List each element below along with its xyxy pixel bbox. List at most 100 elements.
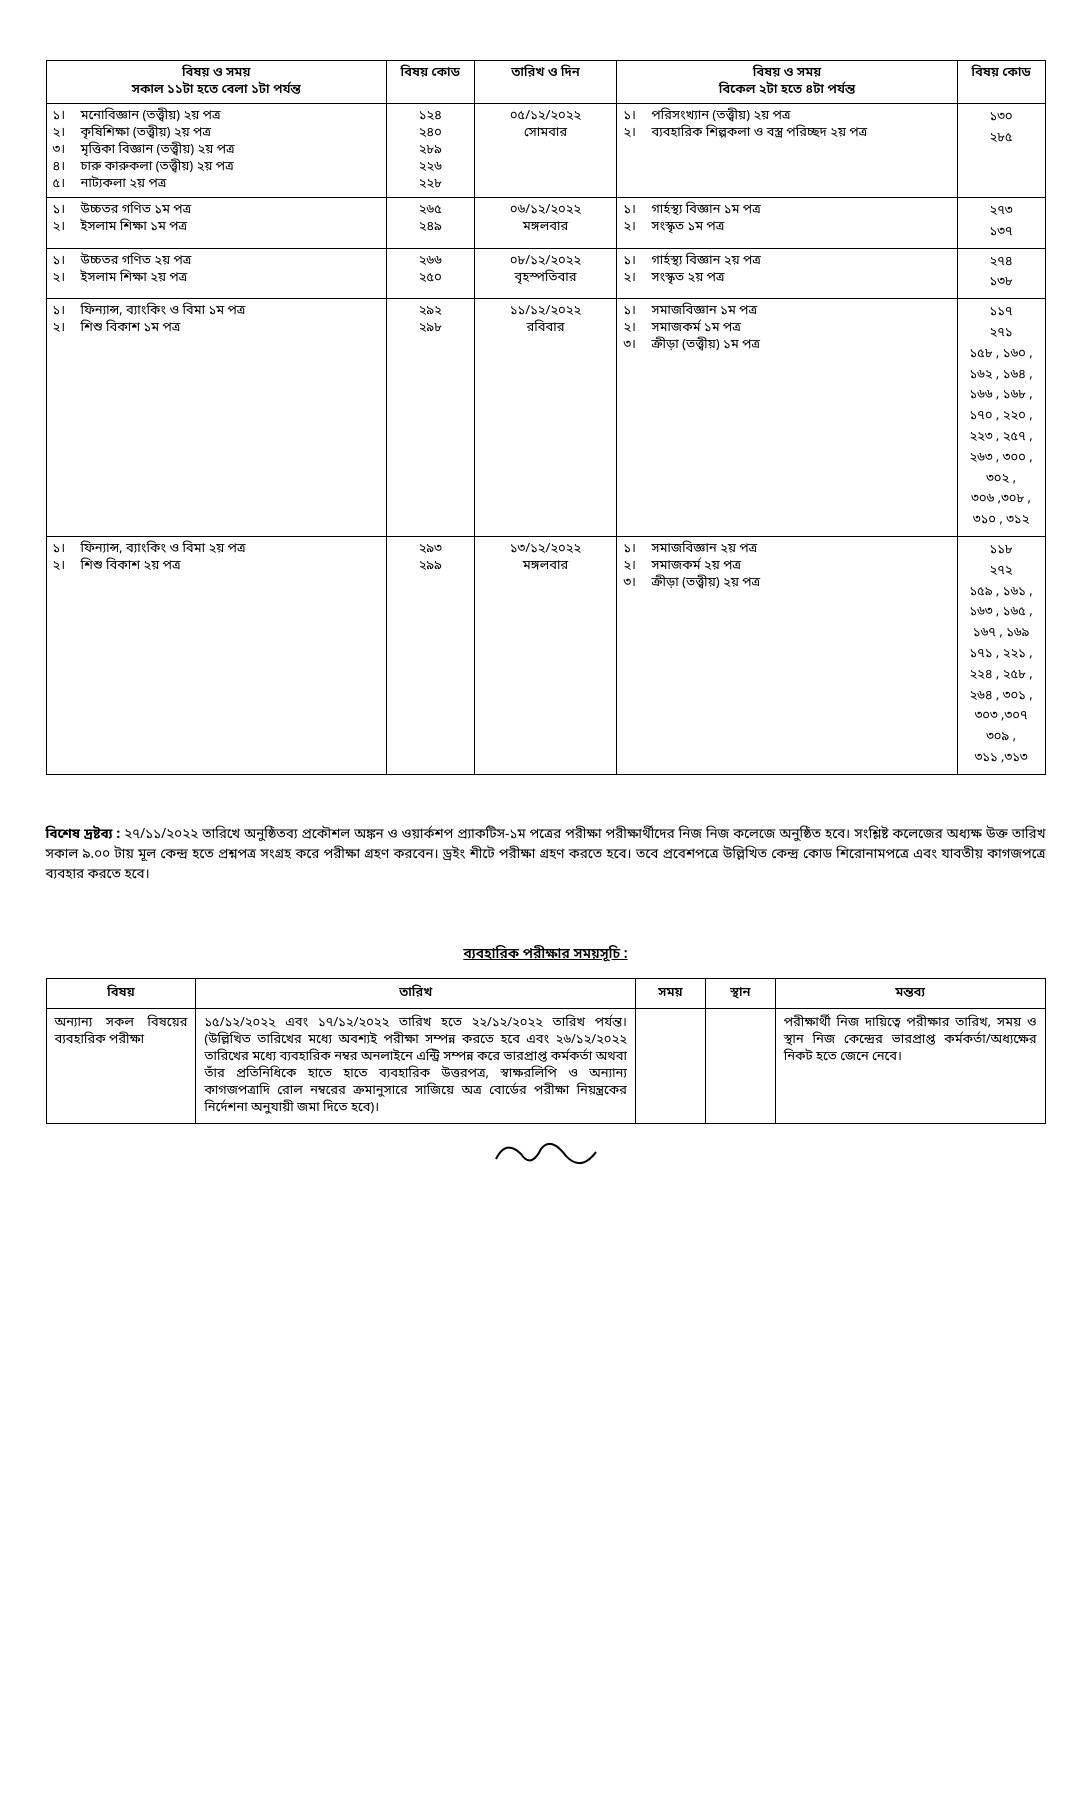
code-line: ১৬৩ , ১৬৫ , xyxy=(964,603,1039,624)
subject-text: সমাজবিজ্ঞান ২য় পত্র xyxy=(651,541,950,558)
subject-text: ব্যবহারিক শিল্পকলা ও বস্ত্র পরিচ্ছদ ২য় … xyxy=(651,125,950,142)
subject-number: ১। xyxy=(53,253,81,270)
code-line: ২৪০ xyxy=(393,125,468,142)
code-line: ১১৮ xyxy=(964,541,1039,562)
morning-code-cell: ২৯৩২৯৯ xyxy=(386,536,474,774)
practical-time-cell xyxy=(635,1009,705,1124)
subject-text: মৃত্তিকা বিজ্ঞান (তত্ত্বীয়) ২য় পত্র xyxy=(81,142,380,159)
code-line: ৩০৩ ,৩০৭ xyxy=(964,707,1039,728)
subject-text: নাট্যকলা ২য় পত্র xyxy=(81,176,380,193)
th-date: তারিখ ও দিন xyxy=(474,61,617,104)
day-text: রবিবার xyxy=(481,320,611,337)
subject-text: কৃষিশিক্ষা (তত্ত্বীয়) ২য় পত্র xyxy=(81,125,380,142)
subject-number: ২। xyxy=(623,219,651,236)
subject-text: ইসলাম শিক্ষা ২য় পত্র xyxy=(81,270,380,287)
subject-text: সংস্কৃত ১ম পত্র xyxy=(651,219,950,236)
subject-number: ১। xyxy=(53,303,81,320)
code-line: ৩০৯ , xyxy=(964,728,1039,749)
code-line: ২৯২ xyxy=(393,303,468,320)
subject-number: ২। xyxy=(53,270,81,287)
note-label: বিশেষ দ্রষ্টব্য : xyxy=(46,826,125,844)
subject-number: ১। xyxy=(53,108,81,125)
note-text: ২৭/১১/২০২২ তারিখে অনুষ্ঠিতব্য প্রকৌশল অঙ… xyxy=(46,826,1046,885)
code-line: ৩০৬ ,৩০৮ , xyxy=(964,490,1039,511)
th-morning-code: বিষয় কোড xyxy=(386,61,474,104)
subject-number: ১। xyxy=(623,541,651,558)
morning-code-cell: ২৬৫২৪৯ xyxy=(386,198,474,249)
subject-number: ২। xyxy=(623,270,651,287)
date-text: ১৩/১২/২০২২ xyxy=(481,541,611,558)
morning-code-cell: ১২৪২৪০২৮৯২২৬২২৮ xyxy=(386,104,474,198)
th-afternoon-subject-time: বিকেল ২টা হতে ৪টা পর্যন্ত xyxy=(623,82,950,99)
subject-number: ১। xyxy=(623,108,651,125)
th-afternoon-subject: বিষয় ও সময় বিকেল ২টা হতে ৪টা পর্যন্ত xyxy=(617,61,957,104)
subject-text: সংস্কৃত ২য় পত্র xyxy=(651,270,950,287)
code-line: ২৯৩ xyxy=(393,541,468,558)
exam-row: ১।উচ্চতর গণিত ১ম পত্র২।ইসলাম শিক্ষা ১ম প… xyxy=(46,198,1045,249)
date-text: ০৫/১২/২০২২ xyxy=(481,108,611,125)
exam-schedule-table: বিষয় ও সময় সকাল ১১টা হতে বেলা ১টা পর্য… xyxy=(46,60,1046,775)
code-line: ২৯৯ xyxy=(393,558,468,575)
subject-text: শিশু বিকাশ ২য় পত্র xyxy=(81,558,380,575)
day-text: মঙ্গলবার xyxy=(481,219,611,236)
subject-number: ৩। xyxy=(53,142,81,159)
afternoon-subject-cell: ১।সমাজবিজ্ঞান ২য় পত্র২।সমাজকর্ম ২য় পত্… xyxy=(617,536,957,774)
subject-text: পরিসংখ্যান (তত্ত্বীয়) ২য় পত্র xyxy=(651,108,950,125)
date-cell: ১৩/১২/২০২২মঙ্গলবার xyxy=(474,536,617,774)
day-text: সোমবার xyxy=(481,125,611,142)
practical-table: বিষয় তারিখ সময় স্থান মন্তব্য অন্যান্য … xyxy=(46,978,1046,1124)
code-line: ৩১০ , ৩১২ xyxy=(964,511,1039,532)
day-text: মঙ্গলবার xyxy=(481,558,611,575)
subject-number: ২। xyxy=(53,125,81,142)
morning-subject-cell: ১।উচ্চতর গণিত ১ম পত্র২।ইসলাম শিক্ষা ১ম প… xyxy=(46,198,386,249)
subject-number: ১। xyxy=(623,303,651,320)
subject-text: ক্রীড়া (তত্ত্বীয়) ২য় পত্র xyxy=(651,575,950,592)
subject-text: উচ্চতর গণিত ১ম পত্র xyxy=(81,202,380,219)
code-line: ২৭৪ xyxy=(964,253,1039,274)
code-line: ১৭০ , ২২০ , xyxy=(964,407,1039,428)
code-line: ৩১১ ,৩১৩ xyxy=(964,749,1039,770)
code-line: ১৬৬ , ১৬৮ , xyxy=(964,386,1039,407)
code-line: ১৩৭ xyxy=(964,223,1039,244)
subject-number: ১। xyxy=(53,541,81,558)
th-afternoon-subject-title: বিষয় ও সময় xyxy=(623,65,950,82)
subject-number: ৪। xyxy=(53,159,81,176)
day-text: বৃহস্পতিবার xyxy=(481,270,611,287)
code-line: ২৭১ xyxy=(964,324,1039,345)
exam-row: ১।মনোবিজ্ঞান (তত্ত্বীয়) ২য় পত্র২।কৃষিশ… xyxy=(46,104,1045,198)
code-line: ১৬৭ , ১৬৯ xyxy=(964,624,1039,645)
subject-number: ২। xyxy=(53,219,81,236)
subject-text: ফিন্যান্স, ব্যাংকিং ও বিমা ২য় পত্র xyxy=(81,541,380,558)
code-line: ২৭৩ xyxy=(964,202,1039,223)
code-line: ২৬৬ xyxy=(393,253,468,270)
afternoon-subject-cell: ১।সমাজবিজ্ঞান ১ম পত্র২।সমাজকর্ম ১ম পত্র৩… xyxy=(617,299,957,537)
pth-date: তারিখ xyxy=(196,979,636,1009)
practical-date-cell: ১৫/১২/২০২২ এবং ১৭/১২/২০২২ তারিখ হতে ২২/১… xyxy=(196,1009,636,1124)
code-line: ২৪৯ xyxy=(393,219,468,236)
practical-heading: ব্যবহারিক পরীক্ষার সময়সূচি : xyxy=(46,945,1046,964)
code-line: ২২৩ , ২৫৭ , xyxy=(964,428,1039,449)
th-afternoon-code: বিষয় কোড xyxy=(957,61,1045,104)
morning-subject-cell: ১।উচ্চতর গণিত ২য় পত্র২।ইসলাম শিক্ষা ২য়… xyxy=(46,248,386,299)
date-cell: ০৬/১২/২০২২মঙ্গলবার xyxy=(474,198,617,249)
subject-number: ২। xyxy=(53,320,81,337)
subject-number: ২। xyxy=(53,558,81,575)
practical-place-cell xyxy=(705,1009,775,1124)
subject-text: সমাজকর্ম ২য় পত্র xyxy=(651,558,950,575)
pth-subject: বিষয় xyxy=(46,979,196,1009)
subject-text: গার্হস্থ্য বিজ্ঞান ১ম পত্র xyxy=(651,202,950,219)
subject-number: ২। xyxy=(623,320,651,337)
subject-text: শিশু বিকাশ ১ম পত্র xyxy=(81,320,380,337)
code-line: ১৭১ , ২২১ , xyxy=(964,645,1039,666)
code-line: ২৫০ xyxy=(393,270,468,287)
special-note: বিশেষ দ্রষ্টব্য : ২৭/১১/২০২২ তারিখে অনুষ… xyxy=(46,825,1046,886)
date-cell: ১১/১২/২০২২রবিবার xyxy=(474,299,617,537)
code-line: ১৫৯ , ১৬১ , xyxy=(964,583,1039,604)
subject-text: সমাজবিজ্ঞান ১ম পত্র xyxy=(651,303,950,320)
th-morning-subject-time: সকাল ১১টা হতে বেলা ১টা পর্যন্ত xyxy=(53,82,380,99)
date-text: ১১/১২/২০২২ xyxy=(481,303,611,320)
subject-number: ২। xyxy=(623,558,651,575)
code-line: ১১৭ xyxy=(964,303,1039,324)
subject-text: ক্রীড়া (তত্ত্বীয়) ১ম পত্র xyxy=(651,337,950,354)
subject-number: ১। xyxy=(623,202,651,219)
